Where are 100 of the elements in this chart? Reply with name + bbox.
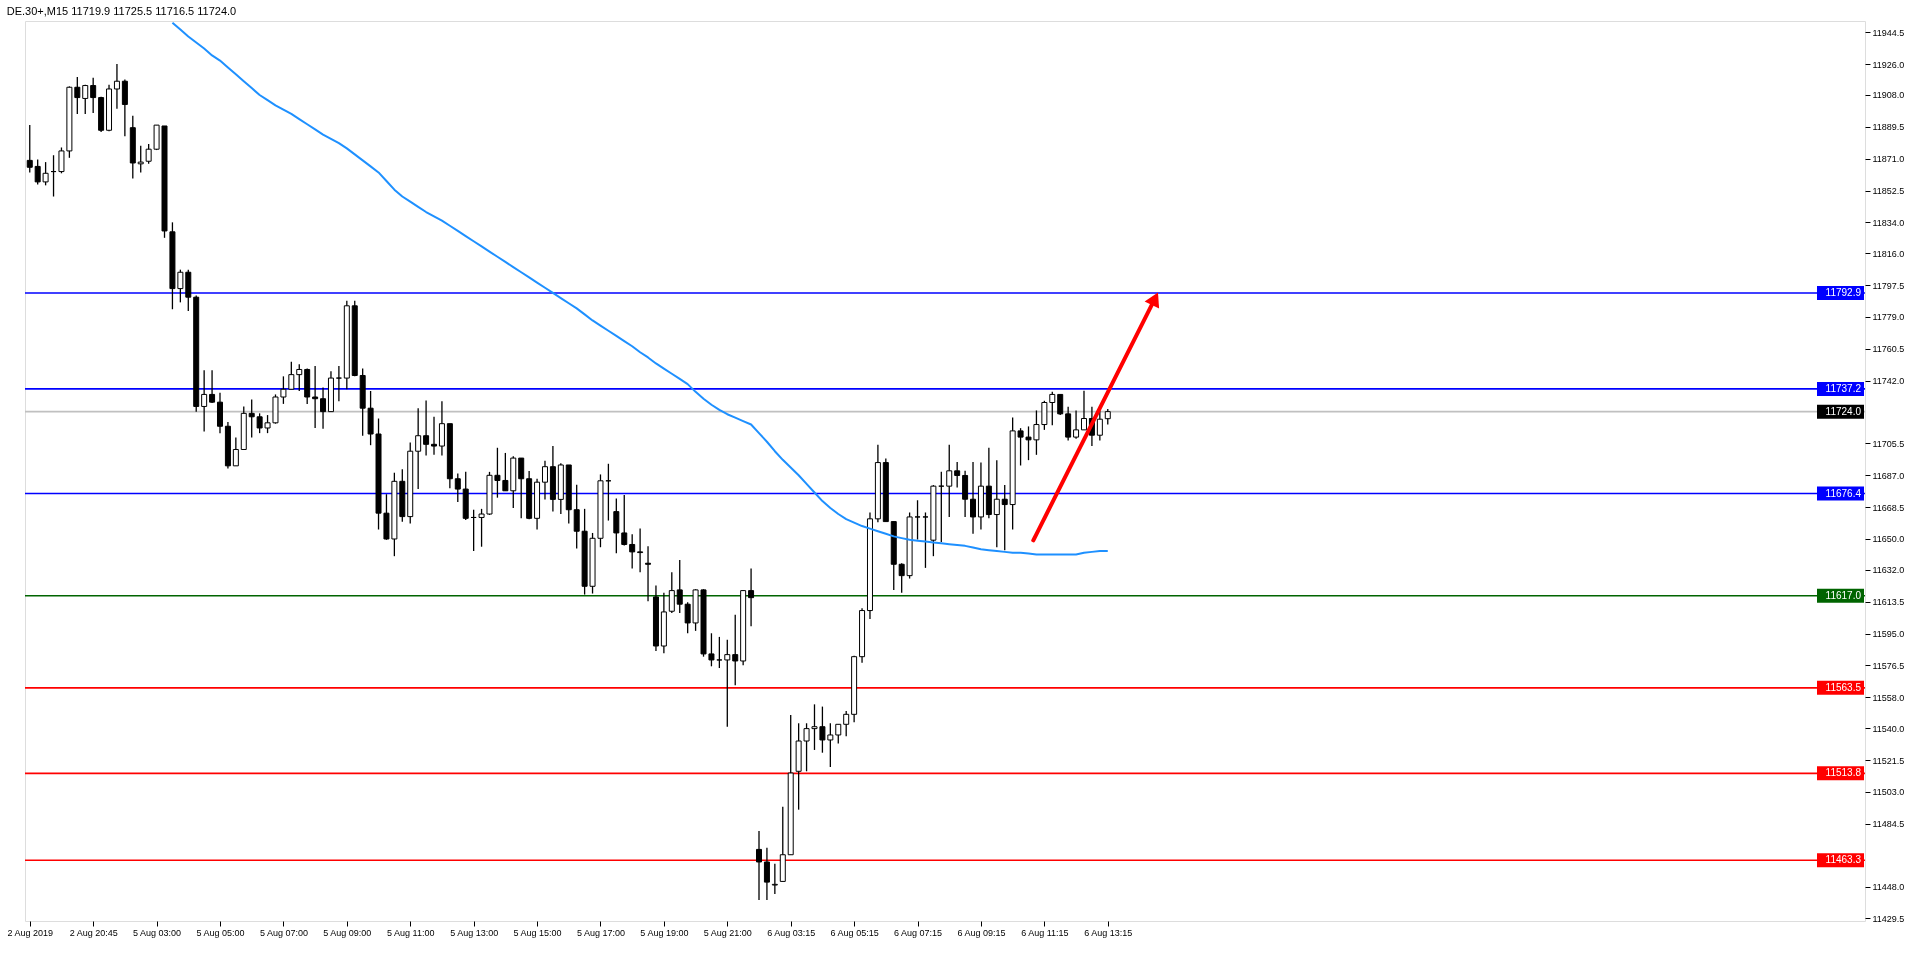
x-tick-label: 6 Aug 07:15 (894, 927, 943, 938)
y-tick-label: 11558.0 (1872, 692, 1905, 703)
y-tick-label: 11632.0 (1872, 565, 1905, 576)
candlestick (668, 571, 675, 614)
x-tick-label: 2 Aug 2019 (7, 927, 54, 938)
candlestick (518, 457, 525, 519)
y-tick-label: 11650.0 (1872, 534, 1905, 545)
y-tick-label: 11429.5 (1872, 913, 1905, 924)
y-tick-label: 11668.5 (1872, 502, 1905, 513)
x-tick-label: 5 Aug 15:00 (513, 927, 562, 938)
candlestick (756, 830, 762, 901)
candlestick (763, 847, 770, 901)
candlestick (1080, 390, 1087, 431)
candlestick (431, 416, 438, 456)
x-tick-label: 5 Aug 19:00 (640, 927, 689, 938)
candlestick (201, 369, 208, 433)
candlestick (993, 459, 1000, 548)
candlestick (1001, 484, 1008, 551)
candlestick (732, 614, 739, 686)
candlestick (835, 723, 842, 745)
candlestick (335, 365, 342, 402)
ref-line-label: 11724.0 (1825, 405, 1862, 417)
ref-line-label: 11563.5 (1825, 681, 1862, 693)
candlestick (914, 499, 921, 541)
x-tick-label: 5 Aug 03:00 (133, 927, 182, 938)
y-tick-label: 11503.0 (1872, 787, 1905, 798)
candlestick (454, 472, 461, 503)
candlestick (1073, 409, 1080, 440)
chart-title: DE.30+,M15 11719.9 11725.5 11716.5 11724.0 (6, 5, 237, 17)
y-tick-label: 11852.5 (1872, 186, 1905, 196)
candlestick (613, 497, 620, 554)
y-tick-label: 11797.5 (1872, 280, 1905, 291)
candlestick (676, 559, 683, 614)
y-tick-label: 11540.0 (1872, 723, 1905, 734)
y-tick-label: 11613.5 (1872, 597, 1905, 608)
x-tick-label: 5 Aug 21:00 (703, 927, 752, 938)
x-tick-label: 6 Aug 09:15 (957, 927, 1006, 938)
candlestick (938, 471, 945, 543)
ref-line-label: 11617.0 (1825, 589, 1862, 601)
candlestick (645, 545, 652, 602)
candlestick (843, 710, 850, 737)
x-tick-label: 5 Aug 17:00 (576, 927, 625, 938)
candlestick (637, 527, 644, 573)
y-tick-label: 11448.0 (1872, 882, 1905, 893)
line-series (171, 21, 1109, 556)
y-tick-label: 11889.5 (1872, 122, 1905, 133)
candlestick (121, 78, 128, 137)
candlestick (26, 124, 33, 174)
candlestick (541, 460, 548, 501)
y-tick-label: 11944.5 (1872, 27, 1905, 38)
y-tick-label: 11908.0 (1872, 90, 1905, 101)
y-tick-label: 11760.5 (1872, 344, 1905, 355)
candlestick (423, 399, 430, 457)
y-tick-label: 11779.0 (1872, 312, 1905, 323)
y-tick-label: 11484.5 (1872, 819, 1905, 830)
y-tick-label: 11926.0 (1872, 59, 1905, 70)
y-tick-label: 11871.0 (1872, 154, 1905, 165)
candlestick (1065, 406, 1072, 442)
x-tick-label: 6 Aug 05:15 (830, 927, 879, 938)
y-tick-label: 11595.0 (1872, 629, 1905, 640)
candlestick (296, 363, 303, 392)
candlestick (438, 400, 445, 457)
candlestick (312, 365, 319, 429)
ref-line-label: 11737.2 (1825, 382, 1862, 394)
x-tick-label: 5 Aug 09:00 (323, 927, 372, 938)
y-tick-label: 11521.5 (1872, 755, 1905, 766)
candlestick (946, 444, 953, 518)
ref-line-label: 11792.9 (1825, 287, 1862, 299)
candlestick (320, 386, 327, 430)
candlestick (716, 636, 723, 669)
candlestick (232, 436, 239, 467)
candlestick (922, 511, 929, 569)
y-tick-label: 11687.0 (1872, 470, 1905, 481)
ref-line-label: 11463.3 (1825, 854, 1862, 866)
x-tick-label: 5 Aug 05:00 (196, 927, 245, 938)
candlestick (724, 638, 731, 728)
x-tick-label: 5 Aug 13:00 (450, 927, 499, 938)
candlestick (415, 407, 422, 490)
candlestick (621, 494, 628, 547)
y-tick-label: 11834.0 (1872, 217, 1905, 228)
ref-line-label: 11676.4 (1825, 487, 1862, 499)
candlestick (962, 470, 969, 518)
x-tick-label: 6 Aug 11:15 (1021, 927, 1069, 938)
candlestick (629, 533, 636, 570)
candlestick (90, 77, 97, 114)
y-tick-label: 11705.5 (1872, 438, 1905, 449)
y-tick-label: 11742.0 (1872, 376, 1905, 387)
candlestick (82, 84, 89, 115)
x-tick-label: 5 Aug 11:00 (387, 927, 435, 938)
candlestick (970, 461, 977, 535)
candlestick (209, 369, 216, 404)
x-tick-label: 5 Aug 07:00 (259, 927, 308, 938)
x-tick-label: 6 Aug 03:15 (767, 927, 816, 938)
candlestick (113, 63, 120, 110)
candlestick (771, 863, 778, 895)
x-tick-label: 2 Aug 20:45 (69, 927, 118, 938)
y-tick-label: 11816.0 (1872, 248, 1905, 259)
candlestick (137, 145, 144, 174)
y-tick-label: 11576.5 (1872, 660, 1905, 671)
x-tick-label: 6 Aug 13:15 (1084, 927, 1133, 938)
